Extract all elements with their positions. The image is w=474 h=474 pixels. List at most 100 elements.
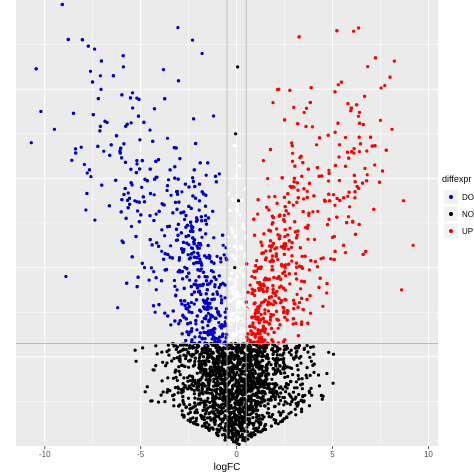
data-point (200, 320, 204, 324)
data-point (200, 51, 204, 56)
data-point (121, 54, 125, 58)
data-point (259, 404, 263, 408)
data-point (108, 153, 112, 157)
data-point (277, 395, 281, 399)
data-point (151, 139, 155, 143)
data-point (236, 65, 240, 69)
data-point (184, 213, 188, 218)
data-point (255, 259, 259, 263)
data-point (179, 299, 183, 303)
data-point (337, 143, 342, 147)
data-point (264, 427, 268, 432)
data-point (278, 364, 282, 368)
data-point (207, 374, 212, 378)
data-point (269, 395, 274, 399)
data-point (212, 380, 216, 384)
data-point (70, 158, 74, 162)
data-point (350, 150, 354, 154)
data-point (125, 281, 129, 285)
data-point (200, 365, 204, 369)
data-point (93, 47, 97, 51)
data-point (240, 266, 244, 270)
data-point (208, 400, 212, 405)
data-point (220, 298, 224, 302)
data-point (193, 396, 197, 400)
data-point (223, 359, 227, 363)
data-point (208, 352, 212, 357)
data-point (300, 174, 304, 178)
data-point (308, 311, 313, 315)
data-point (254, 308, 258, 312)
data-point (265, 386, 269, 390)
data-point (196, 402, 200, 406)
data-point (223, 438, 227, 442)
data-point (282, 252, 286, 256)
data-point (292, 180, 296, 184)
data-point (173, 176, 177, 180)
data-point (160, 249, 164, 253)
data-point (277, 87, 281, 91)
data-point (316, 209, 320, 213)
data-point (256, 212, 260, 216)
data-point (170, 359, 174, 363)
data-point (172, 398, 176, 402)
data-point (119, 210, 123, 214)
legend-label: UP (462, 227, 473, 236)
data-point (249, 329, 253, 333)
data-point (246, 332, 250, 336)
data-point (214, 394, 218, 398)
data-point (287, 200, 291, 204)
data-point (209, 269, 214, 273)
data-point (263, 338, 267, 342)
data-point (206, 324, 210, 328)
data-point (251, 364, 255, 368)
data-point (261, 384, 265, 388)
data-point (257, 426, 261, 430)
data-point (197, 359, 201, 363)
data-point (353, 232, 358, 236)
data-point (248, 364, 252, 368)
data-point (289, 245, 294, 249)
data-point (390, 127, 394, 131)
data-point (207, 319, 211, 324)
data-point (297, 392, 301, 397)
data-point (221, 281, 225, 285)
data-point (270, 264, 274, 268)
data-point (283, 246, 287, 251)
data-point (274, 364, 278, 368)
data-point (240, 389, 244, 393)
data-point (138, 138, 142, 142)
data-point (357, 26, 361, 30)
data-point (290, 254, 294, 258)
data-point (123, 186, 127, 191)
data-point (173, 386, 178, 390)
data-point (240, 410, 244, 414)
data-point (264, 256, 268, 260)
data-point (230, 333, 234, 337)
data-point (249, 375, 254, 379)
data-point (231, 311, 235, 315)
data-point (98, 124, 102, 128)
data-point (276, 367, 280, 371)
data-point (315, 265, 319, 269)
data-point (200, 417, 204, 421)
data-point (226, 401, 231, 405)
data-point (237, 302, 241, 306)
data-point (134, 171, 138, 175)
data-point (157, 244, 161, 248)
data-point (258, 430, 262, 434)
data-point (212, 236, 216, 240)
data-point (251, 324, 255, 329)
data-point (212, 326, 217, 331)
data-point (165, 188, 169, 193)
data-point (221, 332, 225, 336)
data-point (174, 375, 178, 379)
data-point (235, 275, 239, 279)
data-point (260, 251, 264, 255)
data-point (181, 382, 185, 386)
data-point (184, 338, 188, 343)
data-point (204, 222, 209, 226)
data-point (315, 143, 319, 147)
data-point (232, 392, 236, 396)
data-point (197, 379, 201, 383)
